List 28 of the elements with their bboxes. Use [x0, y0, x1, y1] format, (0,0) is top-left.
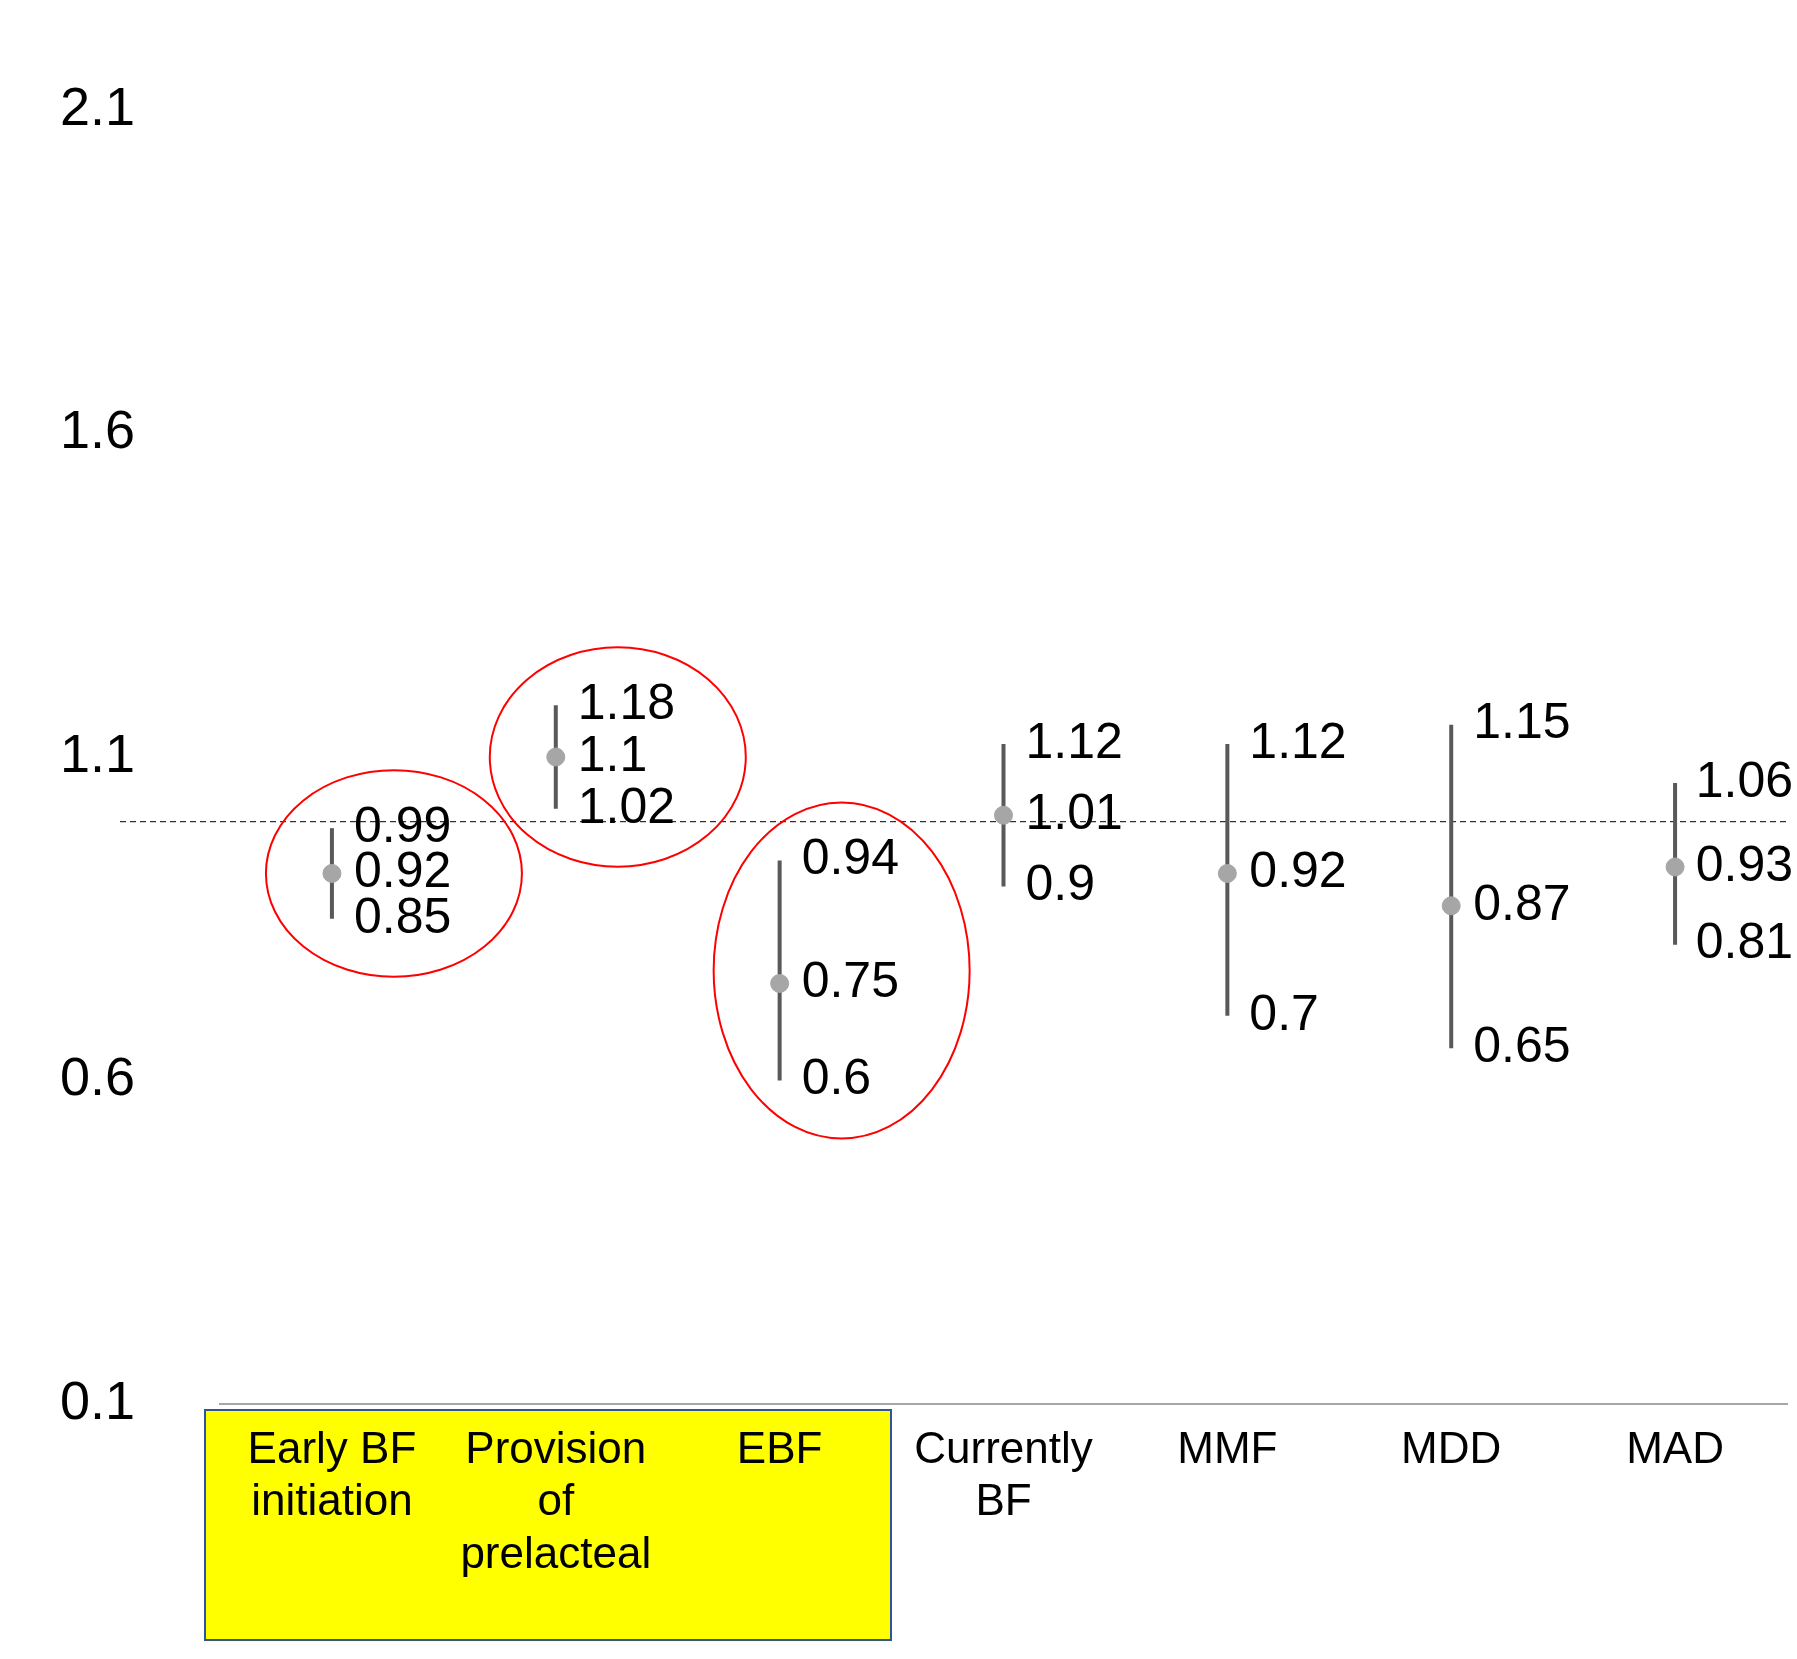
data-label: 0.92	[1249, 842, 1347, 899]
data-label: 0.87	[1473, 874, 1571, 931]
y-tick-label: 0.1	[60, 1369, 136, 1430]
annotation: 0.7	[1249, 984, 1319, 1041]
x-tick-label: MDD	[1401, 1422, 1502, 1472]
x-tick-label: Early BF initiation	[247, 1422, 417, 1525]
x-tick-label: MMF	[1177, 1422, 1278, 1472]
annotation: 0.65	[1473, 1016, 1571, 1073]
data-label: 0.93	[1695, 835, 1794, 892]
annotation: 0.85	[353, 887, 452, 944]
annotation: 1.15	[1473, 693, 1571, 750]
y-tick-label: 1.1	[60, 722, 136, 783]
x-tick-label: EBF	[736, 1422, 823, 1472]
annotation: 1.12	[1249, 712, 1347, 769]
annotation: 0.94	[801, 829, 899, 886]
annotation: 0.6	[801, 1049, 872, 1106]
data-label: 0.75	[801, 952, 899, 1009]
annotation: 1.06	[1695, 751, 1794, 808]
x-tick-label: Currently BF	[914, 1422, 1093, 1525]
y-tick-label: 0.6	[60, 1046, 136, 1107]
x-tick-label: MAD	[1626, 1422, 1724, 1472]
y-tick-label: 2.1	[60, 75, 136, 136]
data-label: 1.01	[1025, 784, 1123, 841]
annotation: 0.9	[1025, 855, 1096, 912]
annotation: 0.81	[1695, 913, 1794, 970]
annotation: 1.12	[1025, 712, 1123, 769]
y-tick-label: 1.6	[60, 399, 136, 460]
x-tick-label: Provision of prelacteal	[460, 1422, 652, 1578]
